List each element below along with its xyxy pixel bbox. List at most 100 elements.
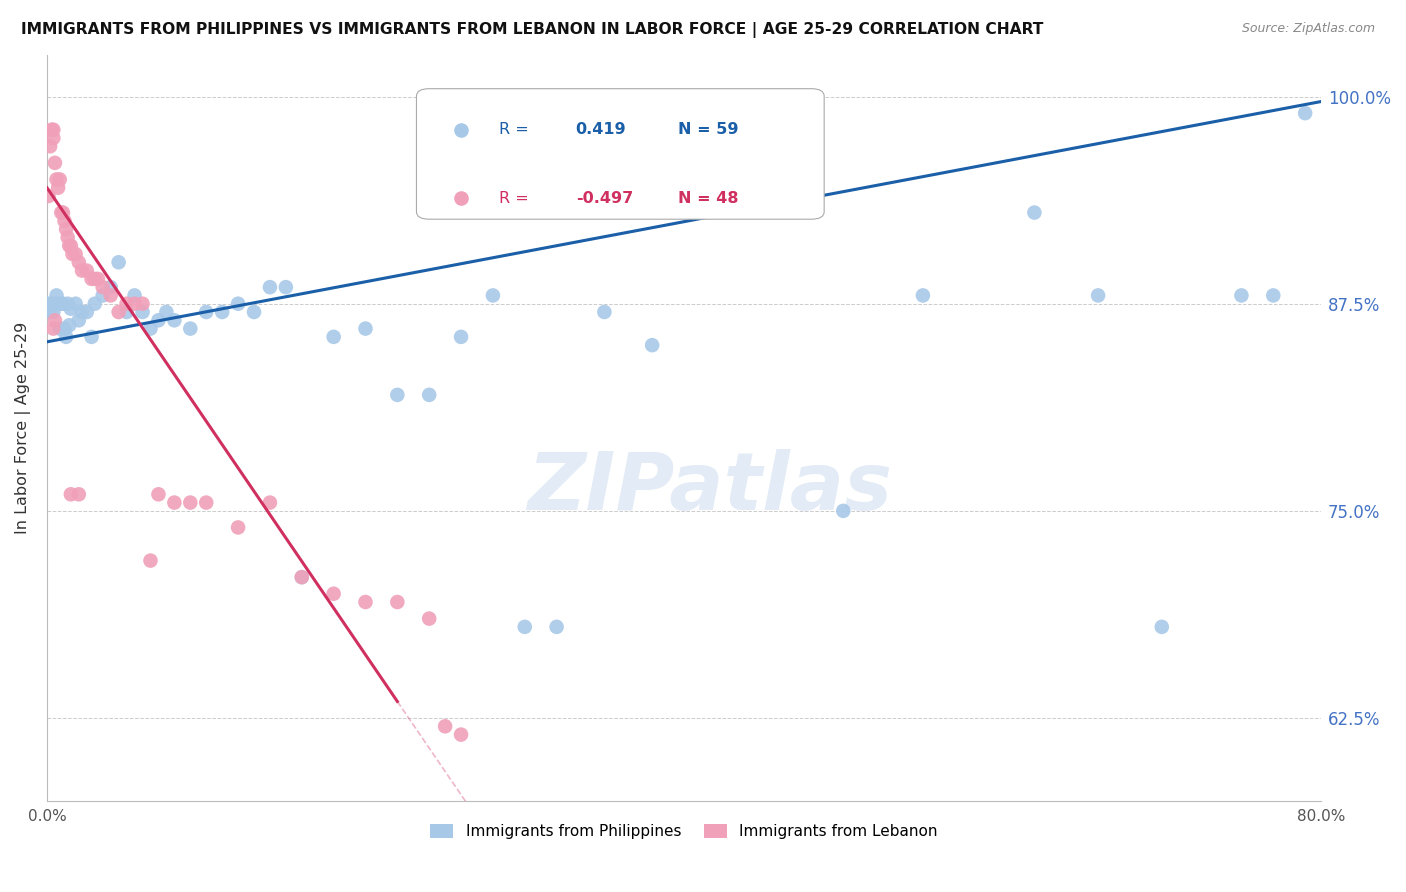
Point: [91, 288, 114, 302]
Point: [53, 214, 76, 228]
Point: [274, 280, 297, 294]
Point: [211, 305, 233, 319]
Point: [51, 205, 73, 219]
Point: [911, 288, 934, 302]
Point: [752, 172, 775, 186]
Point: [59, 301, 82, 316]
Point: [832, 504, 855, 518]
Point: [80, 330, 103, 344]
Point: [45, 288, 67, 302]
Point: [418, 611, 440, 625]
Point: [554, 255, 576, 269]
Point: [148, 487, 170, 501]
Point: [42, 122, 65, 136]
Point: [107, 305, 129, 319]
Point: [46, 180, 69, 194]
Point: [65, 296, 87, 310]
Point: [65, 247, 87, 261]
Point: [51, 296, 73, 310]
Point: [322, 330, 344, 344]
Point: [100, 288, 122, 302]
Point: [1230, 288, 1253, 302]
Point: [195, 305, 218, 319]
Point: [58, 238, 80, 252]
Y-axis label: In Labor Force | Age 25-29: In Labor Force | Age 25-29: [15, 322, 31, 534]
Point: [83, 272, 105, 286]
Point: [58, 318, 80, 333]
Point: [387, 388, 409, 402]
Point: [179, 495, 201, 509]
Point: [46, 296, 69, 310]
Point: [139, 321, 162, 335]
Legend: Immigrants from Philippines, Immigrants from Lebanon: Immigrants from Philippines, Immigrants …: [425, 818, 943, 846]
Point: [59, 487, 82, 501]
Text: IMMIGRANTS FROM PHILIPPINES VS IMMIGRANTS FROM LEBANON IN LABOR FORCE | AGE 25-2: IMMIGRANTS FROM PHILIPPINES VS IMMIGRANT…: [21, 22, 1043, 38]
Point: [48, 321, 70, 335]
Point: [546, 620, 568, 634]
Point: [1263, 288, 1285, 302]
Point: [1150, 620, 1173, 634]
Point: [418, 388, 440, 402]
Point: [76, 263, 98, 277]
Point: [70, 305, 93, 319]
Text: ZIPatlas: ZIPatlas: [527, 449, 891, 526]
Point: [48, 172, 70, 186]
Point: [163, 495, 186, 509]
Point: [107, 255, 129, 269]
Point: [67, 255, 90, 269]
Point: [131, 305, 153, 319]
Point: [42, 305, 65, 319]
Point: [354, 595, 377, 609]
Point: [226, 296, 249, 310]
Point: [148, 313, 170, 327]
Text: Source: ZipAtlas.com: Source: ZipAtlas.com: [1241, 22, 1375, 36]
Point: [38, 296, 60, 310]
Point: [163, 313, 186, 327]
Point: [62, 247, 84, 261]
Point: [67, 313, 90, 327]
Point: [1024, 205, 1046, 219]
Point: [322, 587, 344, 601]
Point: [641, 338, 664, 352]
Point: [1294, 106, 1316, 120]
Point: [291, 570, 314, 584]
Point: [155, 305, 177, 319]
Point: [226, 520, 249, 534]
Text: N = 59: N = 59: [678, 122, 738, 137]
Point: [56, 230, 79, 244]
Point: [195, 495, 218, 509]
Point: [67, 487, 90, 501]
Point: [291, 570, 314, 584]
Point: [91, 280, 114, 294]
Point: [55, 330, 77, 344]
Point: [131, 296, 153, 310]
Text: R =: R =: [499, 122, 529, 137]
Point: [179, 321, 201, 335]
Point: [124, 296, 146, 310]
Point: [56, 296, 79, 310]
Point: [41, 122, 63, 136]
Point: [39, 139, 62, 153]
Point: [87, 272, 110, 286]
Point: [55, 222, 77, 236]
Point: [482, 288, 505, 302]
Point: [354, 321, 377, 335]
Point: [450, 728, 472, 742]
Point: [115, 296, 138, 310]
Point: [80, 272, 103, 286]
Text: -0.497: -0.497: [575, 191, 633, 206]
Text: 0.419: 0.419: [575, 122, 626, 137]
Point: [115, 305, 138, 319]
Text: N = 48: N = 48: [678, 191, 738, 206]
Point: [39, 305, 62, 319]
Point: [593, 305, 616, 319]
Point: [42, 131, 65, 145]
Point: [44, 313, 66, 327]
Point: [259, 495, 281, 509]
Point: [83, 296, 105, 310]
Point: [387, 595, 409, 609]
Point: [52, 296, 75, 310]
Point: [243, 305, 266, 319]
Point: [434, 719, 457, 733]
Point: [450, 330, 472, 344]
